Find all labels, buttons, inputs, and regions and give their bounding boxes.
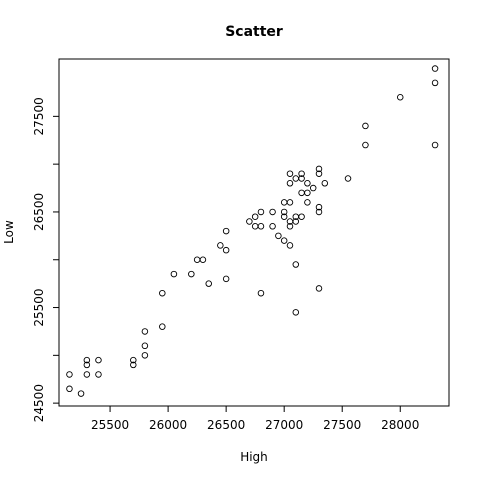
data-point (431, 79, 439, 87)
data-point (269, 208, 276, 216)
data-point (298, 213, 305, 220)
data-point (257, 208, 265, 216)
data-point (315, 203, 323, 211)
data-point (298, 170, 305, 177)
data-point (251, 213, 259, 220)
data-point (397, 93, 404, 101)
data-point (280, 208, 288, 216)
data-point (269, 223, 276, 230)
data-point (321, 180, 329, 187)
data-point (315, 170, 323, 177)
data-point (159, 323, 166, 330)
data-point (222, 246, 230, 254)
data-point (362, 141, 369, 149)
data-point (304, 189, 311, 197)
x-tick-label: 27000 (265, 418, 303, 432)
y-tick-label: 24500 (32, 384, 46, 422)
x-tick-label: 27500 (323, 418, 361, 432)
x-tick-label: 26000 (149, 418, 187, 432)
y-tick-label: 26500 (32, 193, 46, 231)
data-point (280, 199, 288, 206)
data-point (431, 141, 439, 149)
data-point (205, 280, 212, 287)
data-points (66, 65, 439, 397)
data-point (83, 371, 91, 378)
data-point (130, 356, 137, 364)
y-axis-label: Low (2, 220, 16, 244)
data-point (315, 165, 323, 173)
data-point (141, 328, 149, 335)
data-point (292, 175, 300, 182)
data-point (222, 275, 230, 283)
data-point (304, 180, 311, 187)
data-point (66, 371, 73, 378)
x-axis-label: High (240, 450, 268, 464)
data-point (193, 256, 201, 263)
data-point (304, 199, 311, 206)
x-axis: 25500 26000 26500 27000 27500 28000 (91, 406, 419, 432)
data-point (344, 175, 352, 182)
data-point (251, 223, 259, 230)
data-point (217, 242, 224, 249)
data-point (298, 175, 305, 182)
data-point (292, 218, 300, 225)
data-point (286, 199, 294, 206)
y-tick-label: 25500 (32, 288, 46, 326)
data-point (66, 385, 73, 393)
data-point (83, 356, 91, 364)
data-point (286, 242, 294, 249)
x-tick-label: 25500 (91, 418, 129, 432)
data-point (280, 237, 288, 244)
data-point (292, 261, 300, 268)
data-point (222, 227, 230, 235)
data-point (309, 184, 317, 192)
data-point (275, 232, 282, 240)
plot-frame (58, 58, 450, 407)
data-point (431, 65, 439, 72)
data-point (286, 180, 294, 187)
data-point (188, 270, 195, 278)
data-point (199, 256, 207, 263)
data-point (257, 223, 265, 230)
data-point (315, 285, 323, 292)
data-point (280, 213, 288, 220)
data-point (141, 342, 149, 350)
data-point (298, 189, 305, 197)
y-tick-label: 27500 (32, 97, 46, 135)
data-point (130, 361, 137, 369)
data-point (257, 289, 265, 297)
data-point (83, 361, 91, 369)
data-point (159, 289, 166, 297)
data-point (170, 270, 178, 278)
data-point (315, 208, 323, 216)
y-axis: 24500 25500 26500 27500 (32, 97, 59, 422)
x-tick-label: 28000 (381, 418, 419, 432)
data-point (141, 352, 149, 359)
x-tick-label: 26500 (207, 418, 245, 432)
data-point (95, 356, 102, 364)
data-point (95, 371, 102, 378)
data-point (286, 170, 294, 177)
data-point (77, 390, 85, 397)
data-point (292, 309, 300, 316)
chart-title: Scatter (225, 24, 283, 40)
data-point (362, 122, 369, 130)
data-point (246, 218, 253, 225)
data-point (286, 223, 294, 230)
